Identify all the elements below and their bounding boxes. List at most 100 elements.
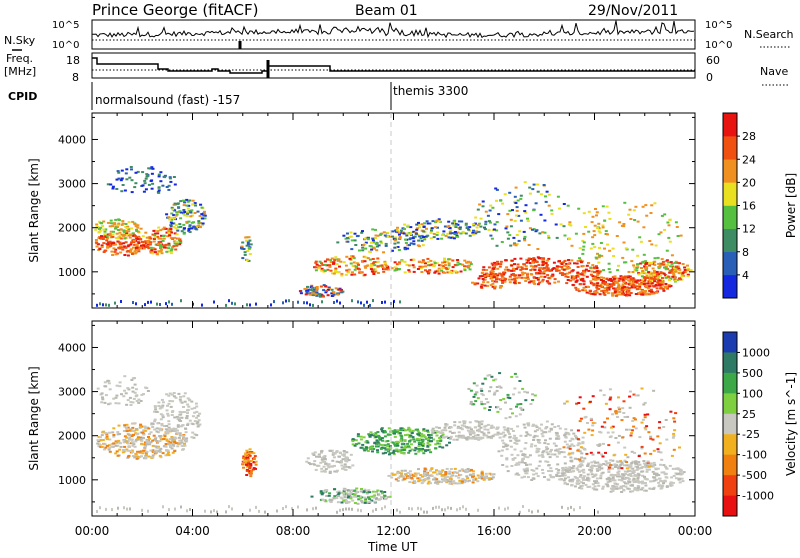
data-cell (175, 211, 178, 213)
data-cell (631, 468, 634, 470)
freq-panel (92, 53, 695, 78)
data-cell (361, 247, 364, 249)
data-cell (445, 444, 448, 446)
data-cell (511, 454, 514, 456)
data-cell (384, 235, 387, 237)
data-cell (506, 448, 509, 450)
data-cell (449, 478, 452, 480)
data-cell (117, 229, 120, 231)
data-cell (512, 237, 515, 239)
data-cell (664, 283, 667, 285)
data-cell (336, 241, 339, 243)
data-cell (165, 428, 168, 430)
data-cell (464, 421, 467, 423)
freq-label: Freq. (6, 52, 33, 65)
data-cell (488, 266, 491, 268)
data-cell (412, 259, 415, 261)
data-cell (622, 223, 625, 225)
data-cell (388, 427, 391, 429)
data-cell (483, 434, 486, 436)
data-cell (153, 420, 156, 422)
data-cell (535, 468, 538, 470)
data-cell (504, 434, 507, 436)
data-cell (186, 404, 189, 406)
data-cell (637, 485, 640, 487)
data-cell (499, 399, 502, 401)
data-cell (582, 265, 585, 267)
data-cell (106, 436, 109, 438)
data-cell (387, 496, 390, 498)
data-cell (353, 490, 356, 492)
data-cell (471, 476, 474, 478)
data-cell (128, 434, 131, 436)
data-cell (518, 380, 521, 382)
data-cell (381, 301, 383, 304)
data-cell (591, 221, 594, 223)
data-cell (481, 272, 484, 274)
data-cell (417, 244, 420, 246)
data-cell (151, 426, 154, 428)
data-cell (590, 469, 593, 471)
data-cell (198, 424, 201, 426)
data-cell (130, 166, 133, 168)
data-cell (474, 394, 477, 396)
data-cell (449, 271, 452, 273)
data-cell (608, 218, 611, 220)
data-cell (629, 407, 632, 409)
data-cell (557, 196, 560, 198)
data-cell (141, 171, 144, 173)
data-cell (417, 434, 420, 436)
data-cell (400, 230, 403, 232)
data-cell (650, 289, 653, 291)
data-cell (494, 286, 497, 288)
data-cell (629, 467, 632, 469)
data-cell (361, 249, 364, 251)
data-cell (627, 214, 630, 216)
data-cell (539, 267, 542, 269)
data-cell (583, 432, 586, 434)
data-cell (384, 498, 387, 500)
data-cell (571, 438, 574, 440)
data-cell (510, 446, 513, 448)
data-cell (357, 435, 360, 437)
data-cell (547, 453, 550, 455)
data-cell (446, 468, 449, 470)
data-cell (606, 478, 609, 480)
data-cell (360, 490, 363, 492)
data-cell (637, 461, 640, 463)
data-cell (579, 476, 582, 478)
data-cell (552, 476, 555, 478)
data-cell (480, 427, 483, 429)
data-cell (647, 461, 650, 463)
data-cell (623, 447, 626, 449)
data-cell (249, 253, 252, 255)
data-cell (386, 232, 389, 234)
data-cell (632, 284, 635, 286)
data-cell (498, 450, 501, 452)
data-cell (524, 470, 527, 472)
data-cell (501, 464, 504, 466)
data-cell (354, 239, 357, 241)
data-cell (333, 495, 336, 497)
data-cell (322, 499, 325, 501)
data-cell (650, 262, 653, 264)
data-cell (429, 482, 432, 484)
data-cell (134, 384, 137, 386)
data-cell (153, 234, 156, 236)
data-cell (606, 485, 609, 487)
data-cell (585, 453, 588, 455)
data-cell (404, 440, 407, 442)
data-cell (153, 451, 156, 453)
data-cell (320, 468, 323, 470)
data-cell (623, 400, 626, 402)
data-cell (549, 456, 552, 458)
data-cell (156, 230, 159, 232)
data-cell (523, 476, 526, 478)
data-cell (550, 449, 553, 451)
data-cell (565, 470, 568, 472)
data-cell (633, 470, 636, 472)
data-cell (176, 230, 179, 232)
data-cell (394, 266, 397, 268)
data-cell (123, 390, 126, 392)
data-cell (545, 262, 548, 264)
